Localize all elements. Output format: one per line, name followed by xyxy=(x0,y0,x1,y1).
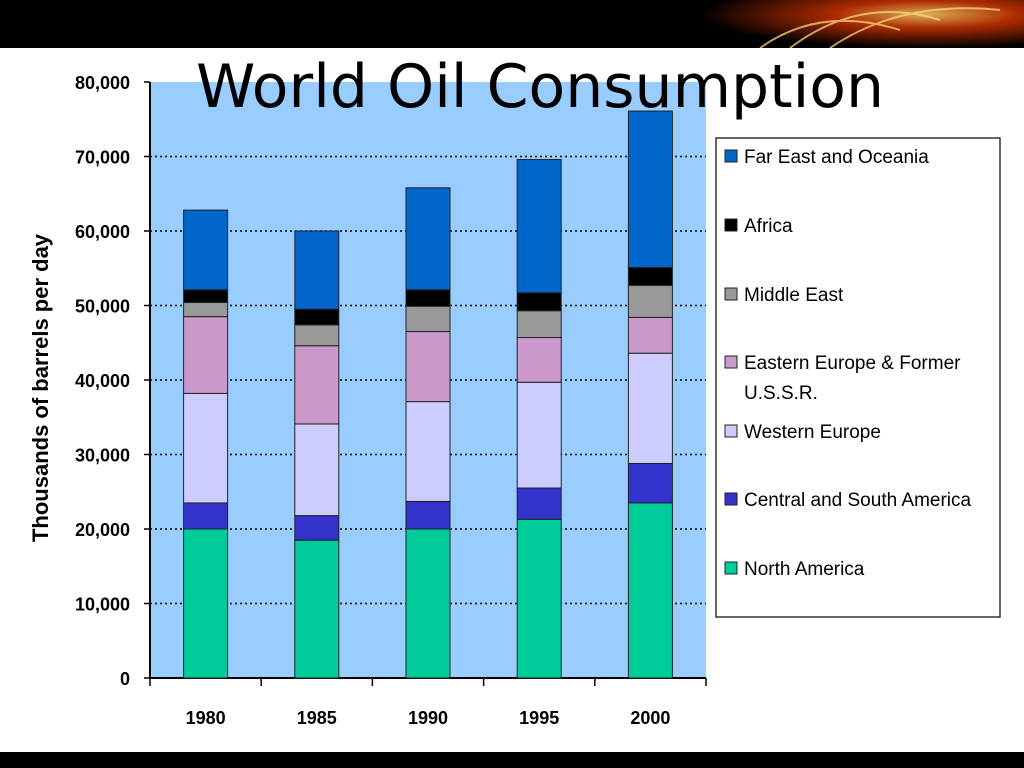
legend-label: North America xyxy=(744,559,865,580)
legend-label: Western Europe xyxy=(744,422,881,443)
bar-2000-north-america xyxy=(627,502,673,679)
bar-1980-north-america xyxy=(183,528,229,679)
bar-1980-africa xyxy=(183,289,229,304)
y-tick-label: 40,000 xyxy=(75,371,130,391)
bar-1985-central-and-south-america xyxy=(294,515,340,541)
bar-2000-western-europe xyxy=(627,352,673,464)
legend-label-continued: U.S.S.R. xyxy=(744,383,818,404)
bar-1985-middle-east xyxy=(294,324,340,347)
bar-1980-middle-east xyxy=(183,302,229,318)
bar-1985-north-america xyxy=(294,539,340,679)
bar-1990-north-america xyxy=(405,528,451,679)
bar-1995-western-europe xyxy=(516,381,562,489)
bar-1990-eastern-europe-former-u-s-s-r- xyxy=(405,331,451,403)
x-tick-label: 1995 xyxy=(519,708,559,728)
x-tick-label: 1980 xyxy=(186,708,226,728)
bar-1985-far-east-and-oceania xyxy=(294,230,340,310)
bar-1980-far-east-and-oceania xyxy=(183,209,229,291)
bottom-black-band xyxy=(0,752,1024,768)
y-tick-label: 10,000 xyxy=(75,595,130,615)
legend-swatch xyxy=(724,149,738,163)
bar-1980-eastern-europe-former-u-s-s-r- xyxy=(183,316,229,394)
bar-1980-western-europe xyxy=(183,392,229,504)
bar-1995-middle-east xyxy=(516,310,562,339)
bar-1995-africa xyxy=(516,292,562,312)
bar-2000-eastern-europe-former-u-s-s-r- xyxy=(627,316,673,354)
y-tick-label: 50,000 xyxy=(75,297,130,317)
bar-1985-eastern-europe-former-u-s-s-r- xyxy=(294,345,340,425)
y-tick-label: 60,000 xyxy=(75,222,130,242)
legend-swatch xyxy=(724,424,738,438)
legend-label: Far East and Oceania xyxy=(744,147,929,168)
bar-1990-africa xyxy=(405,289,451,307)
y-tick-label: 30,000 xyxy=(75,446,130,466)
oil-consumption-chart: 0 10,000 20,000 30,000 40,000 50,000 60,000 70,… xyxy=(28,73,1001,728)
y-tick-label: 0 xyxy=(120,669,130,689)
bar-1990-western-europe xyxy=(405,401,451,502)
x-tick-label: 1990 xyxy=(408,708,448,728)
bar-1995-eastern-europe-former-u-s-s-r- xyxy=(516,337,562,383)
bar-2000-africa xyxy=(627,267,673,286)
legend-label: Middle East xyxy=(744,285,844,306)
bar-1995-central-and-south-america xyxy=(516,487,562,520)
bar-1980-central-and-south-america xyxy=(183,502,229,530)
bar-2000-central-and-south-america xyxy=(627,462,673,504)
bar-1985-africa xyxy=(294,308,340,326)
bar-2000-middle-east xyxy=(627,284,673,318)
y-tick-label: 70,000 xyxy=(75,148,130,168)
y-tick-label: 80,000 xyxy=(75,73,130,93)
x-tick-label: 2000 xyxy=(630,708,670,728)
bar-1995-north-america xyxy=(516,518,562,679)
y-axis-label: Thousands of barrels per day xyxy=(28,233,53,542)
decorative-flare-graphic xyxy=(700,0,1024,48)
legend-swatch xyxy=(724,492,738,506)
legend-label: Africa xyxy=(744,216,793,237)
legend-box xyxy=(715,137,1001,618)
bar-1990-middle-east xyxy=(405,305,451,333)
legend-swatch xyxy=(724,218,738,232)
slide-title: World Oil Consumption xyxy=(196,52,885,122)
x-tick-label: 1985 xyxy=(297,708,337,728)
bar-1990-far-east-and-oceania xyxy=(405,187,451,291)
bar-1990-central-and-south-america xyxy=(405,500,451,530)
legend-swatch xyxy=(724,561,738,575)
legend-swatch xyxy=(724,355,738,369)
legend-swatch xyxy=(724,287,738,301)
legend-label: Central and South America xyxy=(744,490,972,511)
bar-2000-far-east-and-oceania xyxy=(627,110,673,269)
bar-1985-western-europe xyxy=(294,423,340,517)
legend-label: Eastern Europe & Former xyxy=(744,353,961,374)
bar-1995-far-east-and-oceania xyxy=(516,158,562,294)
y-tick-label: 20,000 xyxy=(75,520,130,540)
